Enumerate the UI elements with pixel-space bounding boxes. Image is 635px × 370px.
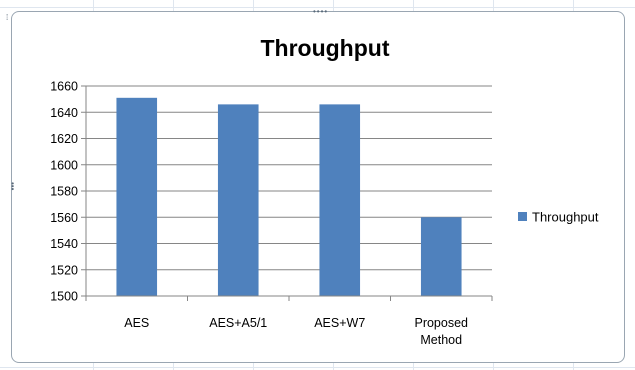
y-tick-label: 1560 <box>50 211 78 225</box>
y-tick-label: 1620 <box>50 132 78 146</box>
bar[interactable] <box>116 97 158 296</box>
chart-area[interactable] <box>11 11 625 363</box>
y-tick-label: 1580 <box>50 185 78 199</box>
x-tick-label: AES+W7 <box>314 316 365 330</box>
x-tick-labels: AES AES+A5/1 AES+W7 Proposed Method <box>124 316 468 347</box>
sheet-gridline <box>0 367 635 368</box>
y-tick-label: 1660 <box>50 80 78 94</box>
legend-swatch <box>518 212 527 221</box>
y-tick-label: 1600 <box>50 158 78 172</box>
x-tick-label: Proposed Method <box>414 316 468 347</box>
resize-handle-icon[interactable]: •••• <box>313 7 329 16</box>
bars <box>116 97 462 296</box>
resize-handle-icon[interactable]: ⁞ <box>6 13 10 22</box>
legend[interactable]: Throughput <box>518 210 599 225</box>
y-tick-label: 1540 <box>50 237 78 251</box>
y-tick-label: 1500 <box>50 290 78 304</box>
x-tick-label: AES+A5/1 <box>209 316 267 330</box>
x-tick-label-line: Proposed <box>414 316 468 330</box>
bar[interactable] <box>420 217 462 296</box>
y-tick-label: 1520 <box>50 263 78 277</box>
x-tick-label: AES <box>124 316 149 330</box>
bar[interactable] <box>319 104 361 296</box>
x-tick-label-line: Method <box>420 333 462 347</box>
bar[interactable] <box>217 104 259 296</box>
axes <box>81 85 493 301</box>
y-tick-labels: 1500 1520 1540 1560 1580 1600 1620 1640 1660 <box>50 80 78 304</box>
resize-handle-icon[interactable]: ••• <box>8 182 17 191</box>
sheet-gridline <box>0 7 635 8</box>
chart-title: Throughput <box>260 35 389 61</box>
y-tick-label: 1640 <box>50 106 78 120</box>
legend-label: Throughput <box>532 210 599 225</box>
